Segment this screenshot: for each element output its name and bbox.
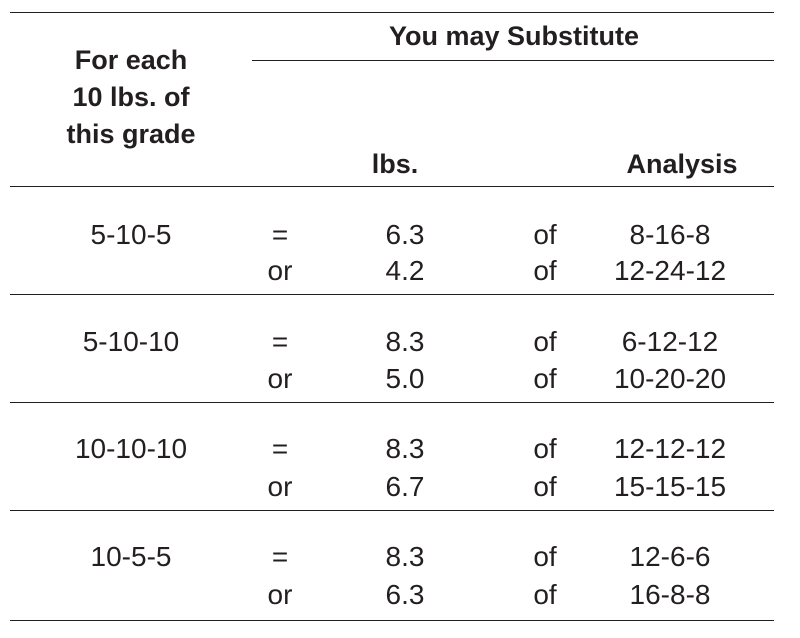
operator-cell: =	[271, 433, 289, 464]
substitute-header: You may Substitute	[388, 21, 640, 51]
operator-cell: or	[267, 579, 293, 610]
group-divider	[10, 402, 774, 403]
grade-cell: 5-10-5	[90, 219, 172, 250]
operator-cell: or	[267, 255, 293, 286]
lbs-cell: 6.3	[385, 219, 425, 250]
lbs-cell: 6.3	[385, 579, 425, 610]
of-cell: of	[533, 433, 557, 464]
of-cell: of	[533, 541, 557, 572]
operator-cell: =	[271, 541, 289, 572]
analysis-cell: 16-8-8	[629, 579, 711, 610]
analysis-cell: 15-15-15	[613, 471, 727, 502]
of-cell: of	[533, 471, 557, 502]
analysis-column-header: Analysis	[626, 149, 738, 179]
analysis-cell: 12-12-12	[613, 433, 727, 464]
of-cell: of	[533, 579, 557, 610]
header-bottom-rule	[10, 186, 774, 187]
analysis-cell: 12-6-6	[629, 541, 711, 572]
lbs-cell: 8.3	[385, 433, 425, 464]
header-line: this grade	[66, 119, 196, 149]
analysis-cell: 6-12-12	[621, 326, 719, 357]
operator-cell: or	[267, 471, 293, 502]
substitute-header-rule	[252, 60, 774, 61]
group-divider	[10, 510, 774, 511]
header-line: 10 lbs. of	[72, 82, 190, 112]
grade-cell: 10-10-10	[74, 433, 188, 464]
lbs-cell: 6.7	[385, 471, 425, 502]
lbs-cell: 5.0	[385, 363, 425, 394]
of-cell: of	[533, 255, 557, 286]
of-cell: of	[533, 219, 557, 250]
grade-column-header: For each 10 lbs. of this grade	[20, 42, 242, 153]
table-top-rule	[10, 12, 774, 13]
of-cell: of	[533, 363, 557, 394]
analysis-cell: 8-16-8	[629, 219, 711, 250]
table-bottom-rule	[10, 620, 774, 621]
analysis-cell: 12-24-12	[613, 255, 727, 286]
group-divider	[10, 294, 774, 295]
operator-cell: or	[267, 363, 293, 394]
operator-cell: =	[271, 219, 289, 250]
analysis-cell: 10-20-20	[613, 363, 727, 394]
of-cell: of	[533, 326, 557, 357]
grade-cell: 10-5-5	[90, 541, 172, 572]
operator-cell: =	[271, 326, 289, 357]
lbs-cell: 8.3	[385, 326, 425, 357]
header-line: For each	[74, 45, 188, 75]
grade-cell: 5-10-10	[82, 326, 180, 357]
lbs-column-header: lbs.	[371, 149, 419, 179]
lbs-cell: 8.3	[385, 541, 425, 572]
lbs-cell: 4.2	[385, 255, 425, 286]
